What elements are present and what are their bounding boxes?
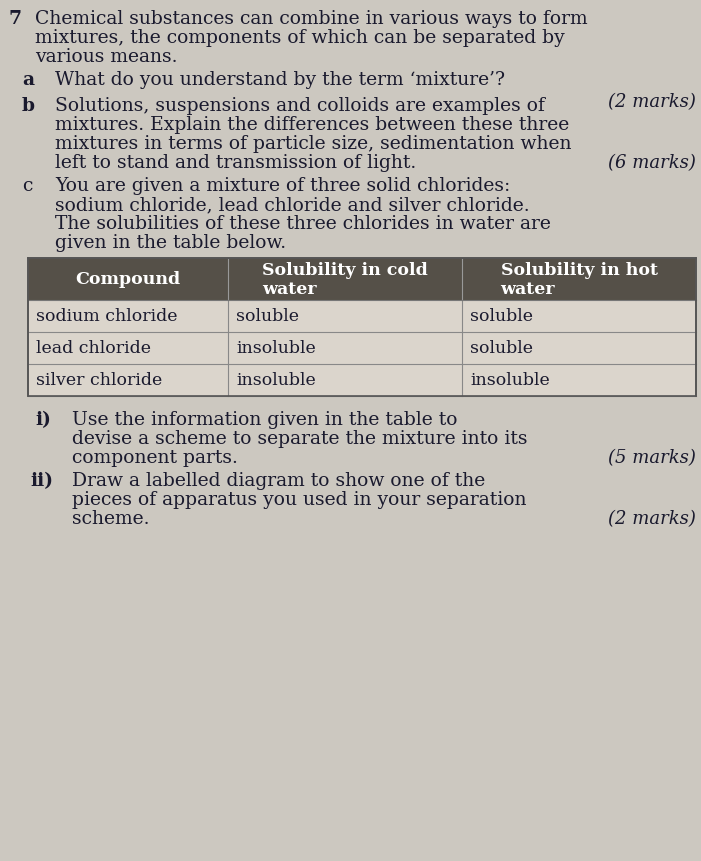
Text: devise a scheme to separate the mixture into its: devise a scheme to separate the mixture … — [72, 430, 527, 448]
Text: soluble: soluble — [470, 340, 533, 357]
Text: component parts.: component parts. — [72, 449, 238, 467]
Bar — [28, 300, 696, 332]
Text: left to stand and transmission of light.: left to stand and transmission of light. — [55, 154, 416, 172]
Text: a: a — [22, 71, 34, 89]
Text: given in the table below.: given in the table below. — [55, 233, 286, 251]
Text: You are given a mixture of three solid chlorides:: You are given a mixture of three solid c… — [55, 177, 510, 195]
Text: Solubility in cold
water: Solubility in cold water — [262, 262, 428, 298]
Text: lead chloride: lead chloride — [36, 340, 151, 357]
Text: (2 marks): (2 marks) — [608, 510, 696, 528]
Text: insoluble: insoluble — [236, 340, 316, 357]
Text: (6 marks): (6 marks) — [608, 154, 696, 172]
Text: silver chloride: silver chloride — [36, 372, 162, 389]
Text: i): i) — [35, 411, 51, 429]
Text: scheme.: scheme. — [72, 510, 149, 528]
Text: ii): ii) — [30, 472, 53, 489]
Text: b: b — [22, 97, 35, 115]
Text: Use the information given in the table to: Use the information given in the table t… — [72, 411, 458, 429]
Text: soluble: soluble — [236, 308, 299, 325]
Text: c: c — [22, 177, 32, 195]
Bar — [28, 332, 696, 364]
Bar — [28, 364, 696, 397]
Text: Solutions, suspensions and colloids are examples of: Solutions, suspensions and colloids are … — [55, 97, 545, 115]
Text: The solubilities of these three chlorides in water are: The solubilities of these three chloride… — [55, 214, 551, 232]
Text: Chemical substances can combine in various ways to form: Chemical substances can combine in vario… — [35, 10, 587, 28]
Bar — [28, 258, 696, 397]
Text: (2 marks): (2 marks) — [608, 93, 696, 111]
Text: mixtures. Explain the differences between these three: mixtures. Explain the differences betwee… — [55, 116, 569, 133]
Text: 7: 7 — [8, 10, 21, 28]
Text: sodium chloride, lead chloride and silver chloride.: sodium chloride, lead chloride and silve… — [55, 195, 530, 214]
Text: various means.: various means. — [35, 48, 177, 66]
Text: insoluble: insoluble — [470, 372, 550, 389]
Text: Solubility in hot
water: Solubility in hot water — [501, 262, 658, 298]
Text: soluble: soluble — [470, 308, 533, 325]
Text: Compound: Compound — [76, 271, 181, 288]
Text: Draw a labelled diagram to show one of the: Draw a labelled diagram to show one of t… — [72, 472, 485, 489]
Text: mixtures in terms of particle size, sedimentation when: mixtures in terms of particle size, sedi… — [55, 135, 571, 152]
Text: mixtures, the components of which can be separated by: mixtures, the components of which can be… — [35, 29, 565, 47]
Text: (5 marks): (5 marks) — [608, 449, 696, 467]
Text: insoluble: insoluble — [236, 372, 316, 389]
Text: sodium chloride: sodium chloride — [36, 308, 177, 325]
Text: What do you understand by the term ‘mixture’?: What do you understand by the term ‘mixt… — [55, 71, 505, 89]
Bar — [28, 258, 696, 300]
Text: pieces of apparatus you used in your separation: pieces of apparatus you used in your sep… — [72, 491, 526, 508]
